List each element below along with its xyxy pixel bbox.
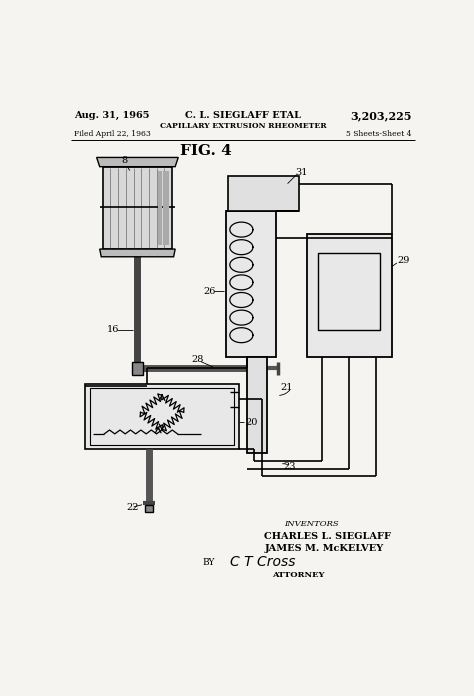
Text: 3,203,225: 3,203,225: [350, 111, 411, 121]
Text: 23: 23: [284, 462, 296, 471]
Text: 8: 8: [121, 156, 128, 165]
Bar: [145, 505, 153, 512]
Text: FIG. 4: FIG. 4: [180, 144, 231, 158]
Text: 21: 21: [280, 383, 292, 392]
Bar: [85, 383, 239, 450]
Text: 29: 29: [398, 256, 410, 265]
Bar: [90, 388, 235, 445]
Text: BY: BY: [203, 558, 215, 567]
Text: CAPILLARY EXTRUSION RHEOMETER: CAPILLARY EXTRUSION RHEOMETER: [160, 122, 326, 130]
Bar: [319, 253, 380, 330]
Text: 28: 28: [191, 355, 204, 364]
Polygon shape: [100, 249, 175, 257]
Bar: [132, 362, 143, 374]
Text: JAMES M. McKELVEY: JAMES M. McKELVEY: [264, 544, 384, 553]
Text: C. L. SIEGLAFF ETAL: C. L. SIEGLAFF ETAL: [185, 111, 301, 120]
Text: Filed April 22, 1963: Filed April 22, 1963: [74, 130, 151, 139]
Bar: [226, 211, 276, 357]
Text: 20: 20: [245, 418, 257, 427]
Text: INVENTORS: INVENTORS: [284, 520, 338, 528]
Text: CHARLES L. SIEGLAFF: CHARLES L. SIEGLAFF: [264, 532, 392, 541]
Bar: [247, 357, 267, 453]
Text: 22: 22: [126, 503, 138, 512]
Bar: [307, 234, 392, 357]
Text: 26: 26: [203, 287, 215, 296]
Polygon shape: [97, 157, 178, 166]
Text: ATTORNEY: ATTORNEY: [272, 571, 325, 579]
Bar: [103, 166, 172, 249]
Text: 31: 31: [295, 168, 308, 177]
Text: Aug. 31, 1965: Aug. 31, 1965: [74, 111, 150, 120]
Bar: [228, 176, 299, 211]
Text: C T Cross: C T Cross: [230, 555, 295, 569]
Text: 5 Sheets-Sheet 4: 5 Sheets-Sheet 4: [346, 130, 411, 139]
Text: 16: 16: [107, 326, 119, 334]
